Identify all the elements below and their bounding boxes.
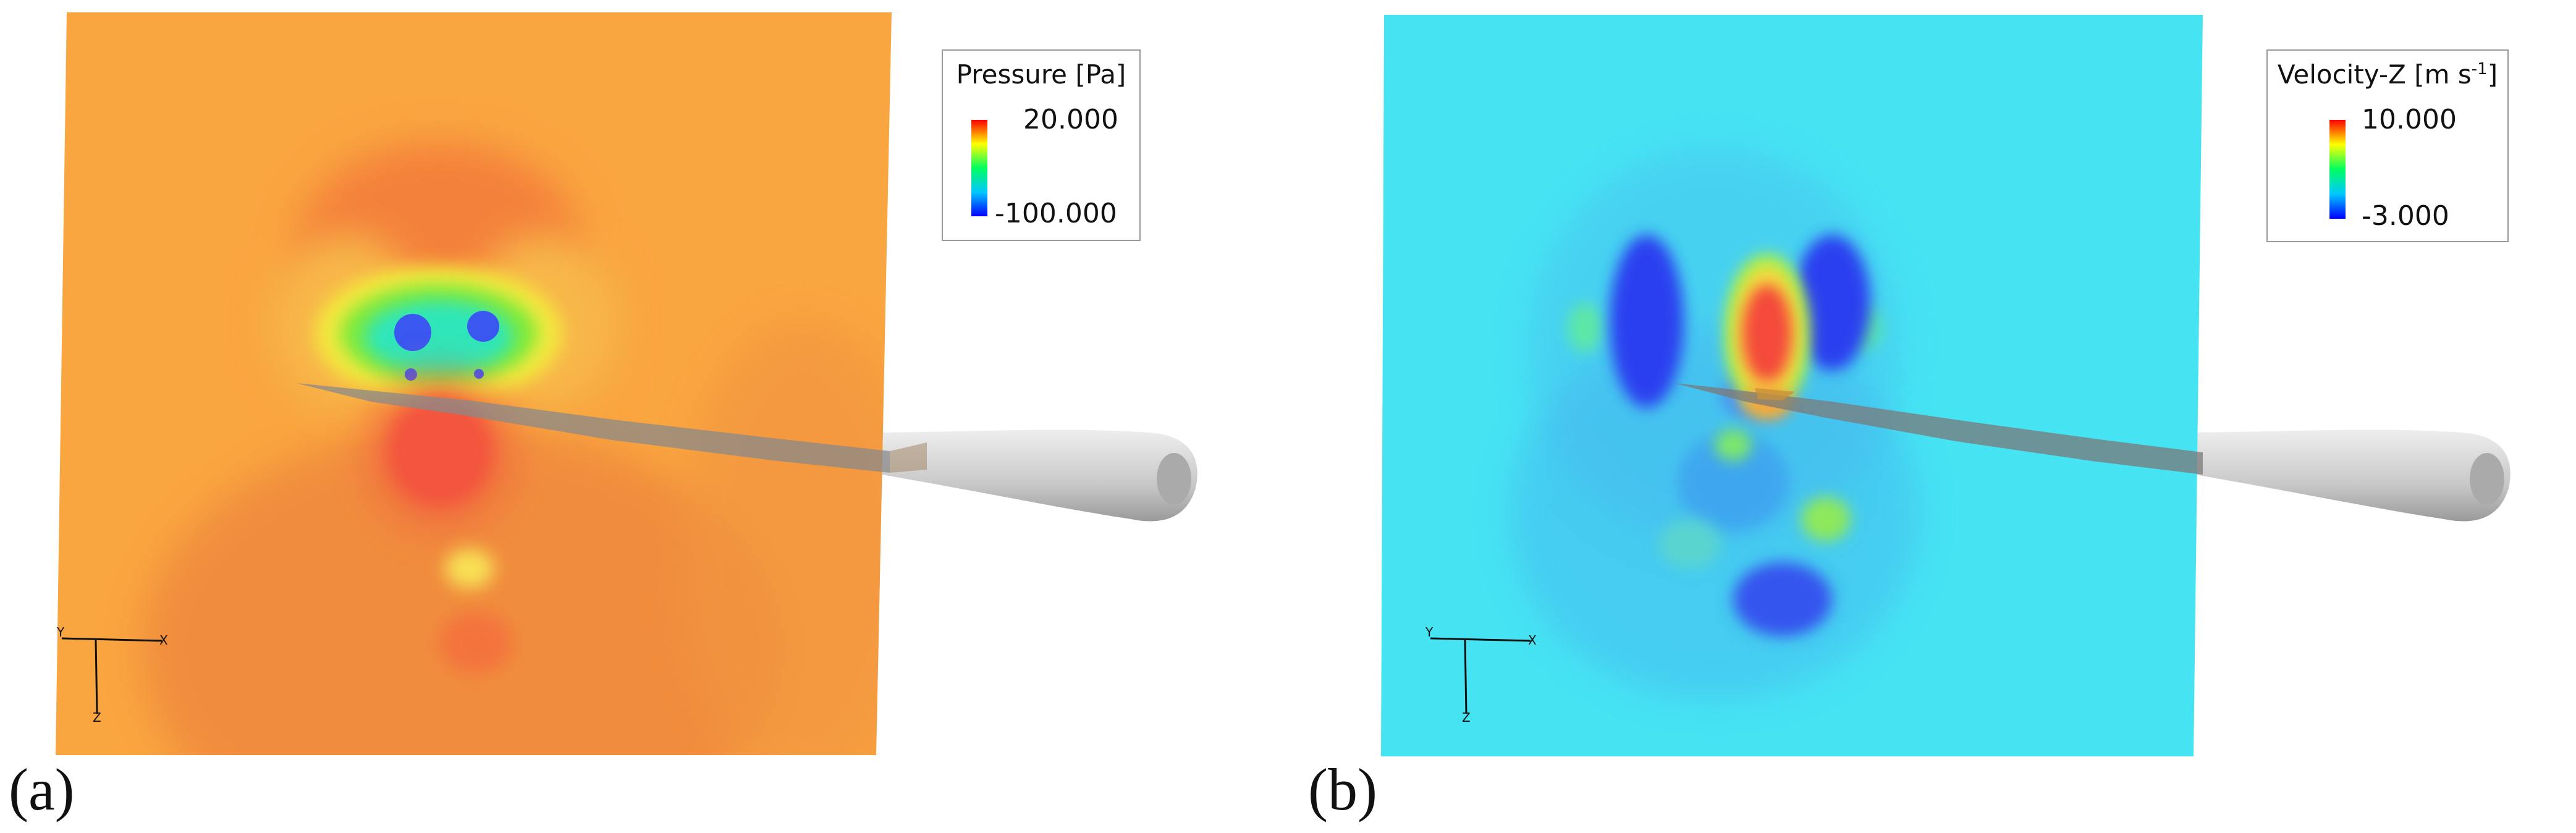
legend-title-main: Velocity-Z [m s	[2277, 59, 2472, 90]
panel-label: (b)	[1308, 756, 1377, 822]
legend-min-value: -100.000	[995, 198, 1117, 229]
downwash-right	[1794, 235, 1870, 371]
colorbar	[2329, 120, 2346, 219]
colorbar	[971, 120, 987, 216]
legend-title-superscript: -1	[2471, 60, 2488, 78]
axis-label-y: Y	[1425, 625, 1434, 640]
upwash-core	[1742, 284, 1792, 383]
axis-label-z: Z	[93, 710, 101, 725]
blade-root-shape	[2166, 429, 2511, 522]
pressure-contour-plot: Y X Z	[56, 12, 1197, 755]
legend-title: Velocity-Z [m s-1]	[2268, 59, 2507, 90]
hub-end	[2470, 453, 2504, 505]
pressure-panel: Y X Z Pressure [Pa] 20.000 -100.000 (a)	[9, 12, 1197, 822]
axis-label-y: Y	[56, 625, 65, 640]
legend-max-value: 10.000	[2362, 104, 2457, 135]
velocity-contour-plot: Y X Z	[1381, 15, 2511, 756]
legend-title: Pressure [Pa]	[956, 59, 1126, 90]
hub-end	[1157, 453, 1191, 505]
velocity-legend: Velocity-Z [m s-1] 10.000 -3.000	[2266, 49, 2509, 242]
axis-label-x: X	[159, 633, 168, 648]
axis-label-x: X	[1528, 633, 1537, 648]
velocity-panel: Y X Z Velocity-Z [m s-1] 10.000 -3.000 (…	[1288, 0, 2576, 833]
downwash-left	[1610, 235, 1684, 408]
blade-span	[1674, 383, 2203, 475]
legend-max-value: 20.000	[1023, 104, 1118, 135]
blade-root-shape	[853, 429, 1197, 522]
pressure-legend: Pressure [Pa] 20.000 -100.000	[942, 49, 1141, 241]
vortex-core-right	[467, 311, 499, 342]
legend-title-end: ]	[2487, 59, 2498, 90]
panel-label: (a)	[9, 756, 75, 822]
axes-triad	[1430, 637, 1531, 714]
vortex-core-left	[394, 314, 431, 351]
axes-triad	[61, 637, 163, 714]
blade-span	[297, 383, 890, 473]
legend-min-value: -3.000	[2362, 200, 2449, 232]
axis-label-z: Z	[1462, 710, 1471, 725]
